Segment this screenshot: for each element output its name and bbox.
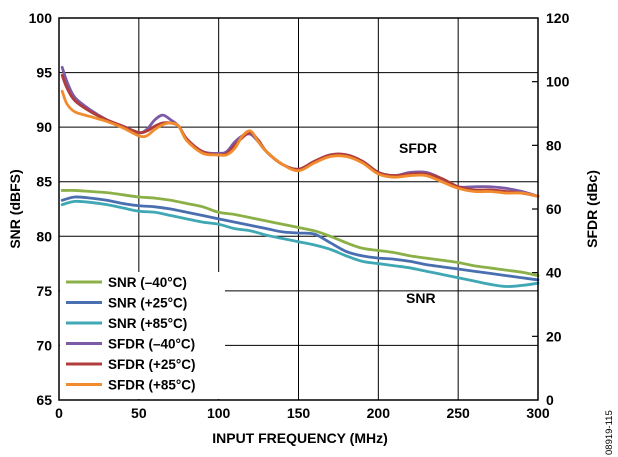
y-right-tick-label: 80 bbox=[546, 137, 562, 153]
x-tick-label: 200 bbox=[367, 405, 391, 421]
y-left-tick-label: 70 bbox=[36, 337, 52, 353]
y-left-tick-label: 85 bbox=[36, 174, 52, 190]
y-right-tick-label: 60 bbox=[546, 201, 562, 217]
legend-background bbox=[60, 272, 225, 399]
y-left-tick-label: 80 bbox=[36, 228, 52, 244]
x-tick-label: 100 bbox=[207, 405, 231, 421]
legend-label: SFDR (+85°C) bbox=[108, 378, 196, 393]
y-axis-label-left: SNR (dBFS) bbox=[7, 169, 23, 248]
y-axis-label-right: SFDR (dBc) bbox=[584, 170, 600, 248]
legend-label: SFDR (+25°C) bbox=[108, 357, 196, 372]
y-left-tick-label: 75 bbox=[36, 283, 52, 299]
legend: SNR (–40°C) SNR (+25°C) SNR (+85°C) SFDR (–… bbox=[60, 272, 225, 399]
y-left-tick-label: 90 bbox=[36, 119, 52, 135]
y-right-tick-label: 120 bbox=[546, 10, 570, 26]
y-right-tick-label: 0 bbox=[546, 392, 554, 408]
series-line-snr-85-c bbox=[60, 199, 540, 288]
annotation-sfdr: SFDR bbox=[399, 140, 437, 156]
series-line-snr-40-c bbox=[60, 188, 540, 277]
legend-label: SNR (+25°C) bbox=[108, 296, 187, 311]
y-right-tick-label: 40 bbox=[546, 265, 562, 281]
legend-label: SFDR (–40°C) bbox=[108, 337, 195, 352]
annotation-snr: SNR bbox=[406, 290, 436, 306]
tick-labels: 0 50 100 150 200 250 300 65 70 75 80 85 90 95 100 0 20 40… bbox=[29, 10, 570, 421]
y-left-tick-label: 95 bbox=[36, 65, 52, 81]
legend-label: SNR (–40°C) bbox=[108, 275, 187, 290]
series-line-sfdr-85-c bbox=[60, 89, 540, 198]
x-tick-label: 0 bbox=[55, 405, 63, 421]
series-line-snr-25-c bbox=[60, 195, 540, 282]
x-tick-label: 300 bbox=[526, 405, 550, 421]
y-left-tick-label: 100 bbox=[29, 10, 53, 26]
x-tick-label: 250 bbox=[446, 405, 470, 421]
x-axis-label: INPUT FREQUENCY (MHz) bbox=[212, 430, 388, 446]
y-left-tick-label: 65 bbox=[36, 392, 52, 408]
series-line-sfdr-25-c bbox=[60, 73, 540, 198]
plot-frame bbox=[58, 17, 539, 401]
series-lines bbox=[60, 65, 540, 288]
y-right-tick-label: 100 bbox=[546, 74, 570, 90]
figure-id: 08919-115 bbox=[604, 410, 615, 455]
x-tick-label: 150 bbox=[287, 405, 311, 421]
x-tick-label: 50 bbox=[131, 405, 147, 421]
legend-label: SNR (+85°C) bbox=[108, 316, 187, 331]
y-right-tick-label: 20 bbox=[546, 328, 562, 344]
